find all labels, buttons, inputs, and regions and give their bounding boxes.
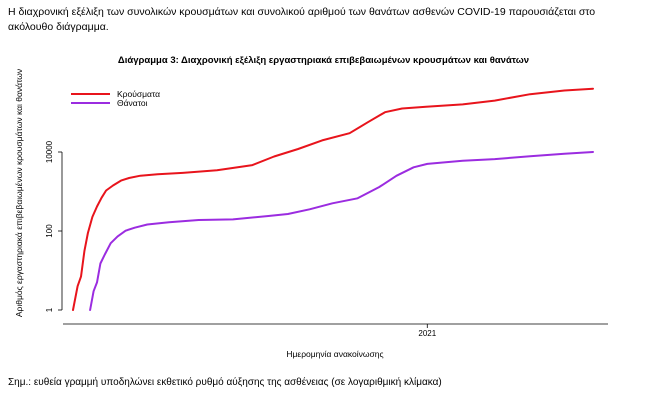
legend-label: Κρούσματα xyxy=(117,89,160,99)
x-tick-label: 2021 xyxy=(418,329,436,338)
y-tick-label: 100 xyxy=(45,224,54,238)
y-tick-label: 10000 xyxy=(45,140,54,163)
series-line-deaths xyxy=(89,151,594,311)
x-axis-title: Ημερομηνία ανακοίνωσης xyxy=(286,349,383,359)
footnote: Σημ.: ευθεία γραμμή υποδηλώνει εκθετικό … xyxy=(8,377,442,388)
legend-label: Θάνατοι xyxy=(117,98,148,108)
y-tick-label: 1 xyxy=(45,307,54,312)
chart-title: Διάγραμμα 3: Διαχρονική εξέλιξη εργαστηρ… xyxy=(117,55,530,66)
y-axis-title: Αριθμός εργαστηριακά επιβεβαιωμένων κρου… xyxy=(14,69,24,317)
series-line-cases xyxy=(72,87,594,311)
intro-text: Η διαχρονική εξέλιξη των συνολικών κρουσ… xyxy=(8,6,596,33)
